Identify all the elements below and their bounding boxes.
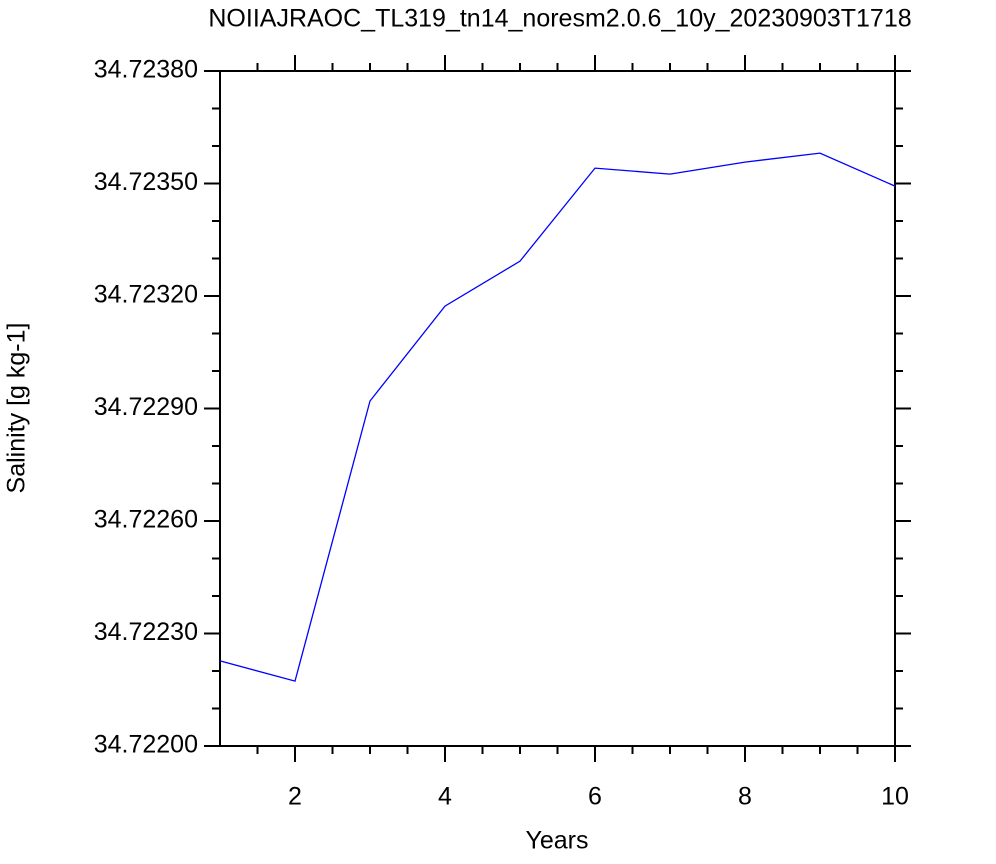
y-tick-label: 34.72200	[94, 731, 198, 759]
x-tick-label: 4	[438, 783, 452, 811]
y-tick-label: 34.72320	[94, 281, 198, 309]
x-tick-label: 8	[738, 783, 752, 811]
plot-frame	[219, 70, 896, 747]
chart-title: NOIIAJRAOC_TL319_tn14_noresm2.0.6_10y_20…	[208, 5, 911, 33]
y-tick-label: 34.72380	[94, 56, 198, 84]
y-tick-label: 34.72350	[94, 168, 198, 196]
data-line	[219, 152, 896, 682]
y-axis-label: Salinity [g kg-1]	[3, 323, 31, 494]
y-tick-label: 34.72290	[94, 393, 198, 421]
x-tick-label: 6	[588, 783, 602, 811]
x-axis-label: Years	[525, 827, 588, 855]
y-tick-label: 34.72260	[94, 506, 198, 534]
x-tick-label: 2	[288, 783, 302, 811]
x-tick-label: 10	[881, 783, 909, 811]
y-tick-label: 34.72230	[94, 618, 198, 646]
